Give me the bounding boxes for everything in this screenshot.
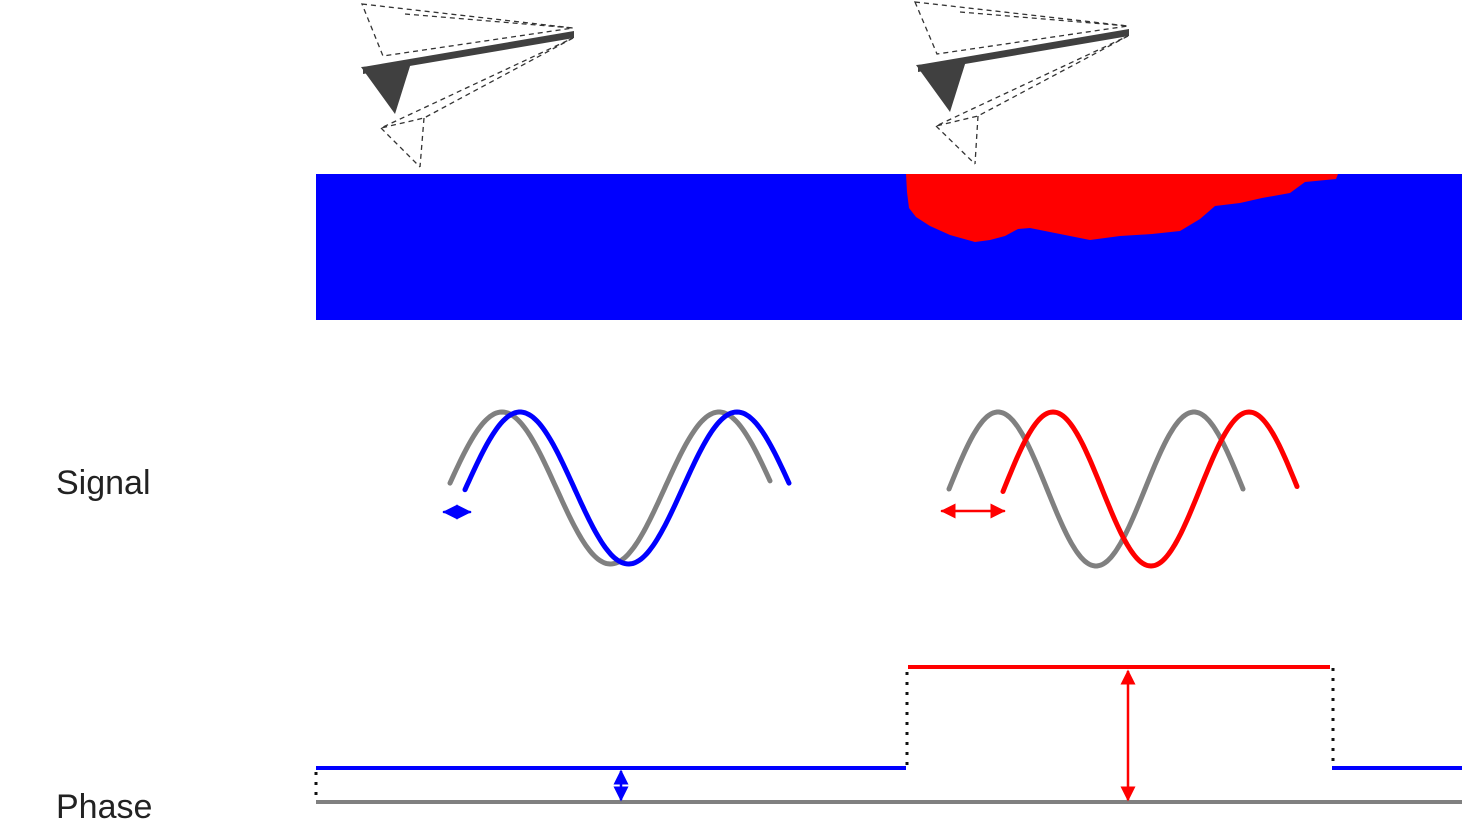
cantilever-beam-left xyxy=(363,31,574,74)
cantilever-tip-icon xyxy=(361,63,411,114)
sample-domain xyxy=(906,174,1338,242)
signal-row-label: Signal xyxy=(56,464,151,502)
domain-response-wave xyxy=(1000,409,1300,569)
deflected-outline-up-right xyxy=(913,1,1129,55)
cantilever-tip-icon xyxy=(916,61,966,112)
signal-group-substrate xyxy=(442,409,792,567)
reference-wave xyxy=(946,409,1246,569)
signal-group-domain xyxy=(940,409,1300,569)
cantilever-right xyxy=(913,1,1129,165)
reference-wave xyxy=(447,409,773,567)
deflected-outline-down-left xyxy=(380,37,574,168)
cantilever-left xyxy=(360,3,574,168)
deflected-outline-down-right xyxy=(935,35,1129,165)
phase-row-label: Phase xyxy=(56,788,153,826)
cantilever-beam-right xyxy=(918,29,1129,72)
sample-substrate xyxy=(316,174,1462,320)
phase-trace xyxy=(314,665,1462,804)
deflected-outline-up-left xyxy=(360,3,574,57)
substrate-response-wave xyxy=(462,409,792,567)
